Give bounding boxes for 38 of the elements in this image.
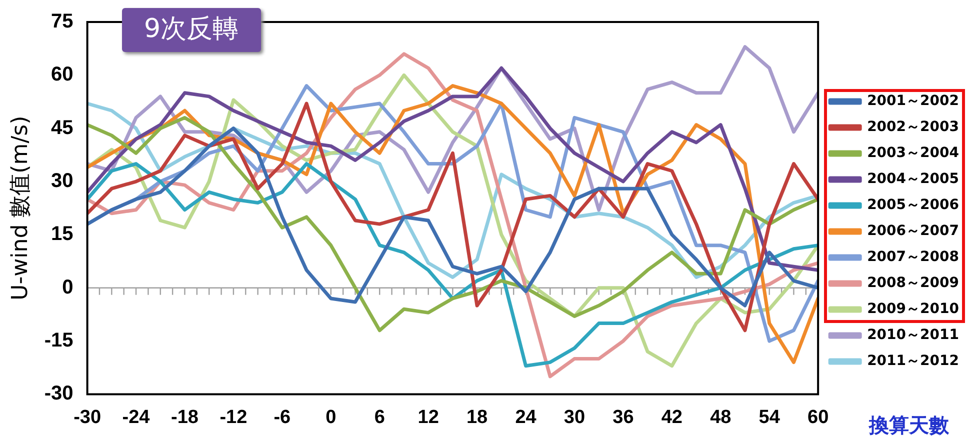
y-tick-label: 15 bbox=[51, 223, 74, 246]
y-tick-label: -30 bbox=[44, 382, 74, 405]
x-tick-label: 42 bbox=[661, 406, 682, 428]
x-tick-label: 36 bbox=[612, 406, 634, 428]
legend-label: 2001～2002 bbox=[867, 93, 960, 110]
y-tick-label: 30 bbox=[51, 170, 74, 192]
x-tick-label: 24 bbox=[515, 406, 537, 428]
x-tick-label: 30 bbox=[564, 406, 586, 428]
x-tick-label: 60 bbox=[808, 406, 829, 428]
x-tick-label: -12 bbox=[220, 406, 248, 428]
legend-label: 2004～2005 bbox=[867, 171, 960, 188]
x-axis-title: 換算天數 bbox=[869, 412, 949, 439]
x-tick-label: -30 bbox=[74, 406, 102, 428]
y-tick-label: 0 bbox=[62, 276, 74, 298]
legend-label: 2009～2010 bbox=[867, 301, 960, 318]
x-tick-label: 12 bbox=[418, 406, 439, 428]
y-tick-label: 75 bbox=[51, 10, 74, 33]
x-tick-label: 0 bbox=[326, 406, 336, 428]
x-tick-label: -24 bbox=[122, 406, 150, 428]
x-tick-label: 48 bbox=[710, 406, 732, 428]
y-tick-label: 45 bbox=[51, 116, 74, 139]
legend-label: 2008～2009 bbox=[867, 275, 960, 292]
legend-label: 2010～2011 bbox=[867, 327, 960, 344]
legend-label: 2011～2012 bbox=[867, 353, 960, 370]
y-tick-label: 60 bbox=[51, 64, 74, 86]
x-tick-label: -18 bbox=[171, 406, 198, 428]
x-tick-label: 18 bbox=[466, 406, 488, 428]
x-tick-label: 6 bbox=[374, 406, 385, 428]
legend-label: 2006～2007 bbox=[867, 223, 960, 240]
chart-title: 9次反轉 bbox=[122, 8, 261, 52]
x-tick-label: -6 bbox=[274, 406, 291, 428]
legend-label: 2003～2004 bbox=[867, 145, 960, 162]
x-tick-label: 54 bbox=[758, 406, 780, 428]
y-axis-title: U-wind 數值(m/s) bbox=[8, 116, 33, 300]
legend-label: 2002～2003 bbox=[867, 119, 960, 136]
y-tick-label: -15 bbox=[44, 330, 74, 352]
legend-label: 2005～2006 bbox=[867, 197, 960, 214]
legend-label: 2007～2008 bbox=[867, 249, 960, 266]
